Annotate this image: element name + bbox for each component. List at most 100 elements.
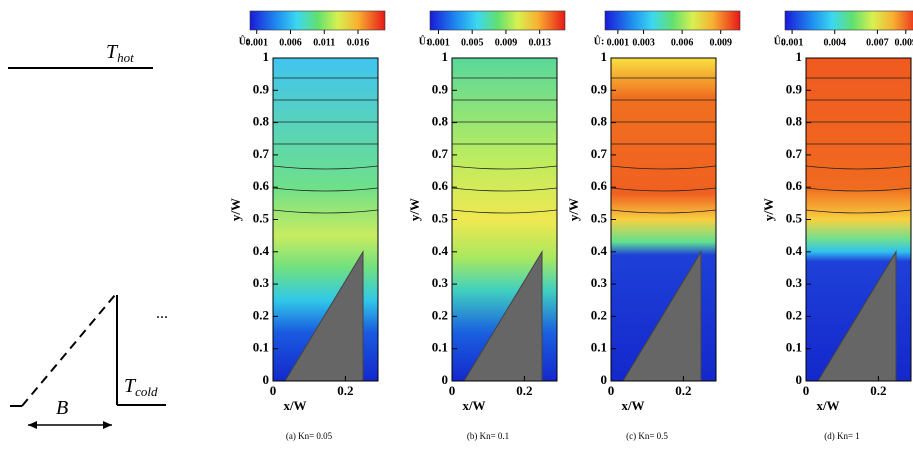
y-tick-label: 0.3	[432, 275, 449, 290]
streamline	[272, 209, 379, 214]
y-axis-title: y/W	[228, 198, 243, 221]
colorbar-label: Û:	[419, 34, 430, 47]
streamline	[805, 165, 912, 170]
streamline	[451, 165, 558, 170]
y-tick-label: 0	[263, 372, 270, 387]
y-axis-title: y/W	[566, 198, 581, 221]
colorbar	[429, 10, 566, 31]
colorbar-tick-label: 0.004	[823, 37, 846, 48]
colorbar-tick-label: 0.013	[528, 37, 551, 48]
x-tick-label: 0.2	[675, 383, 691, 398]
colorbar-tick-label: 0.011	[313, 37, 335, 48]
streamline	[451, 187, 558, 192]
y-tick-label: 0	[601, 372, 608, 387]
streamline	[451, 209, 558, 214]
colorbar-tick-label: 0.001	[781, 37, 804, 48]
colorbar-tick-label: 0.005	[461, 37, 484, 48]
y-tick-label: 0.7	[432, 146, 449, 161]
y-tick-label: 0.5	[786, 210, 803, 225]
y-tick-label: 1	[442, 49, 449, 64]
y-tick-label: 0.3	[786, 275, 803, 290]
colorbar-tick-label: 0.016	[347, 37, 370, 48]
x-tick-label: 0	[449, 383, 456, 398]
streamline	[805, 209, 912, 214]
y-tick-label: 0.6	[253, 178, 270, 193]
y-tick-label: 1	[601, 49, 608, 64]
colorbar-label: Û:	[774, 34, 785, 47]
y-axis-title: y/W	[761, 198, 776, 221]
y-tick-label: 0.4	[432, 243, 449, 258]
y-tick-label: 0.1	[432, 340, 448, 355]
x-tick-label: 0.2	[337, 383, 353, 398]
y-tick-label: 0.6	[591, 178, 608, 193]
y-tick-label: 0.9	[786, 81, 803, 96]
y-tick-label: 0	[442, 372, 449, 387]
y-tick-label: 0.9	[591, 81, 608, 96]
y-tick-label: 0.7	[591, 146, 608, 161]
y-tick-label: 0.4	[786, 243, 803, 258]
y-tick-label: 0.2	[253, 307, 269, 322]
hot-label: Thot	[106, 41, 134, 65]
colorbar-tick-label: 0.001	[607, 37, 630, 48]
y-tick-label: 0.3	[253, 275, 270, 290]
rib-slope	[21, 294, 116, 407]
y-tick-label: 0.2	[591, 307, 607, 322]
y-tick-label: 0.4	[253, 243, 270, 258]
y-axis-title: y/W	[407, 198, 422, 221]
y-tick-label: 0.7	[786, 146, 803, 161]
x-axis-title: x/W	[462, 398, 485, 413]
y-tick-label: 0.5	[253, 210, 270, 225]
colorbar	[249, 10, 386, 31]
caption: (c) Kn= 0.5	[626, 431, 668, 441]
y-tick-label: 0.8	[591, 114, 608, 129]
y-tick-label: 1	[263, 49, 270, 64]
y-tick-label: 0.9	[432, 81, 449, 96]
caption: (d) Kn= 1	[824, 431, 860, 441]
continuation: ...	[156, 305, 168, 322]
y-tick-label: 0	[796, 372, 803, 387]
y-tick-label: 0.5	[432, 210, 449, 225]
colorbar-tick-label: 0.006	[671, 37, 694, 48]
y-tick-label: 0.6	[432, 178, 449, 193]
x-axis-title: x/W	[816, 398, 839, 413]
colorbar	[784, 10, 913, 31]
y-tick-label: 0.5	[591, 210, 608, 225]
x-tick-label: 0	[270, 383, 277, 398]
streamline	[610, 187, 717, 192]
y-tick-label: 0.2	[786, 307, 802, 322]
x-tick-label: 0	[803, 383, 810, 398]
y-tick-label: 0.8	[432, 114, 449, 129]
streamline	[610, 165, 717, 170]
x-axis-title: x/W	[621, 398, 644, 413]
colorbar-label: Û:	[594, 34, 605, 47]
x-tick-label: 0	[608, 383, 615, 398]
y-tick-label: 0.7	[253, 146, 270, 161]
arrow-heads	[28, 421, 112, 429]
streamline	[805, 187, 912, 192]
x-axis-title: x/W	[283, 398, 306, 413]
colorbar-tick-label: 0.009	[895, 37, 913, 48]
colorbar-tick-label: 0.009	[495, 37, 518, 48]
colorbar-tick-label: 0.007	[866, 37, 889, 48]
schematic	[8, 67, 166, 429]
y-tick-label: 1	[796, 49, 803, 64]
y-tick-label: 0.2	[432, 307, 448, 322]
streamline	[272, 187, 379, 192]
colorbar-tick-label: 0.003	[632, 37, 655, 48]
y-tick-label: 0.6	[786, 178, 803, 193]
y-tick-label: 0.4	[591, 243, 608, 258]
colorbar	[604, 10, 741, 31]
colorbar-tick-label: 0.006	[279, 37, 302, 48]
caption: (a) Kn= 0.05	[286, 431, 333, 441]
colorbar-tick-label: 0.001	[427, 37, 450, 48]
y-tick-label: 0.8	[786, 114, 803, 129]
x-tick-label: 0.2	[516, 383, 532, 398]
colorbar-tick-label: 0.001	[246, 37, 269, 48]
cold-label: Tcold	[124, 375, 158, 399]
streamline	[272, 165, 379, 170]
colorbar-label: Û:	[239, 34, 250, 47]
y-tick-label: 0.3	[591, 275, 608, 290]
caption: (b) Kn= 0.1	[467, 431, 509, 441]
y-tick-label: 0.1	[591, 340, 607, 355]
